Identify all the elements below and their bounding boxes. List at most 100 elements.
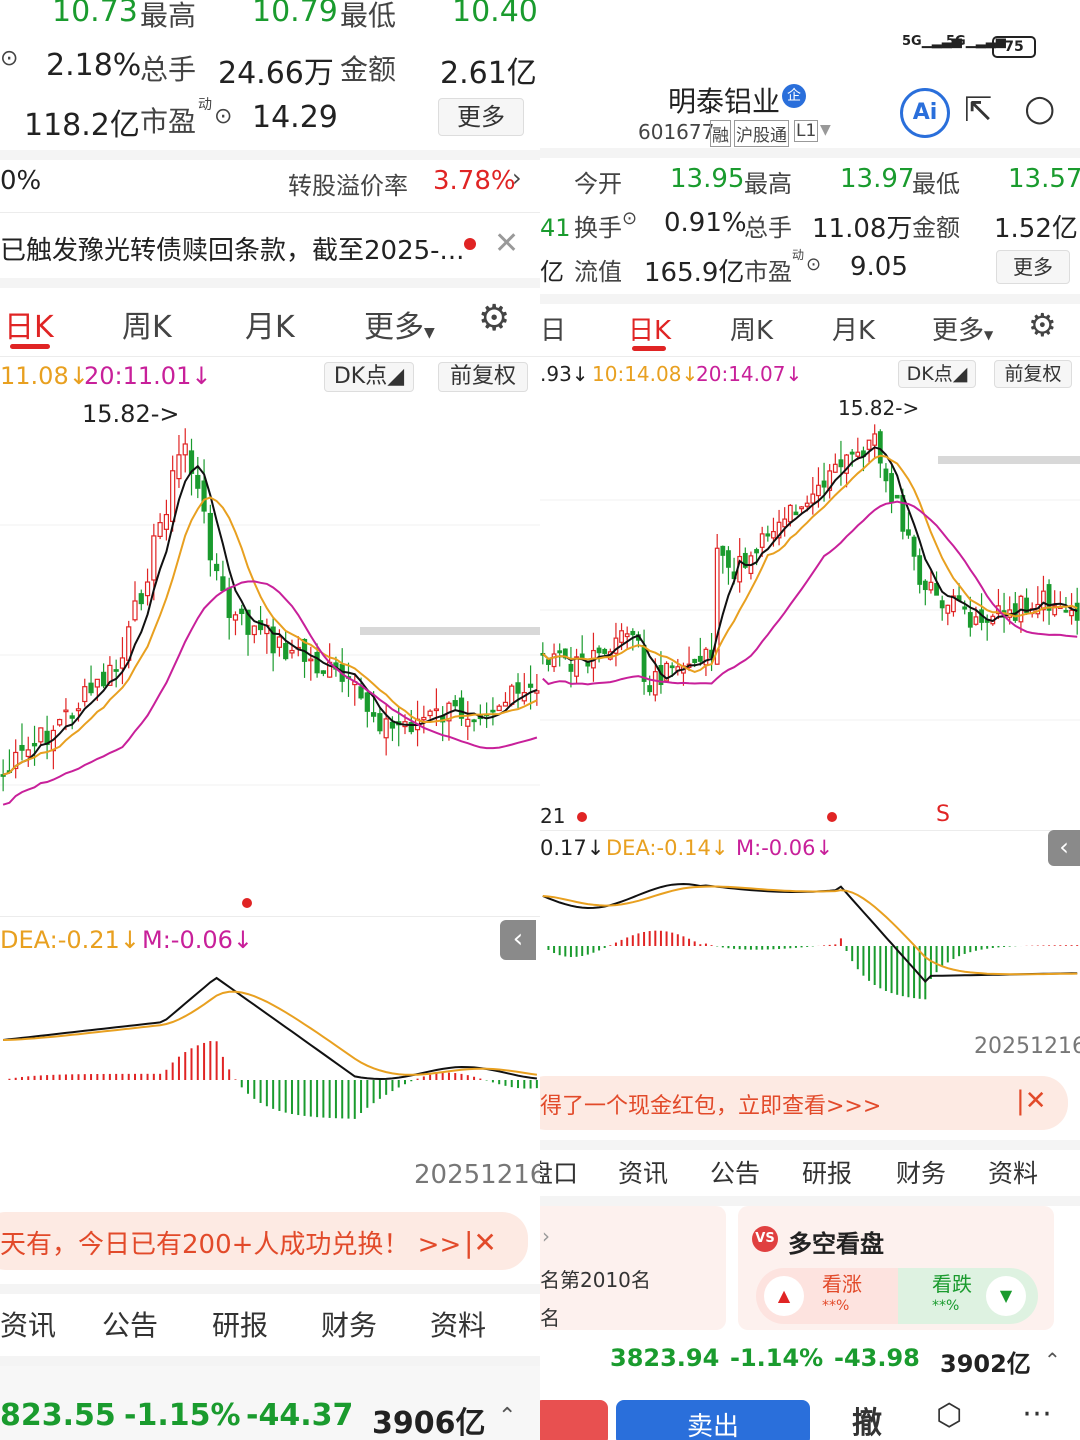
settings-gear-icon[interactable]: ⚙ (478, 298, 511, 339)
candle-body (697, 655, 703, 662)
pe-sup: 动 (198, 97, 212, 113)
candle-body (832, 463, 838, 473)
index-change-r: -43.98 (834, 1344, 920, 1372)
candle-body (939, 600, 945, 609)
info-tab-announcement-r[interactable]: 公告 (710, 1159, 761, 1188)
dropdown-icon[interactable]: ▼ (820, 122, 831, 138)
chevron-up-icon-r[interactable]: ⌃ (1044, 1348, 1061, 1372)
m-value: M:-0.06↓ (142, 926, 253, 954)
candle-body (245, 609, 251, 635)
info-tab-profile[interactable]: 资料 (430, 1309, 487, 1342)
tab-more-r[interactable]: 更多▼ (932, 310, 993, 347)
chevron-right-icon[interactable]: › (512, 164, 522, 192)
buy-button[interactable] (540, 1400, 608, 1440)
stock-name: 明泰铝业 (668, 85, 781, 118)
candle-body (619, 630, 624, 643)
tab-partial[interactable]: 日 (540, 316, 567, 346)
info-tab-research[interactable]: 研报 (212, 1309, 269, 1342)
candle-body (624, 633, 630, 638)
chevron-up-icon[interactable]: ⌃ (498, 1404, 517, 1429)
tab-monthly-k[interactable]: 月K (245, 310, 295, 345)
sell-button[interactable]: 卖出 (616, 1400, 810, 1440)
promo-close-icon[interactable]: |✕ (464, 1226, 497, 1259)
candle-body (214, 563, 220, 572)
high-label: 最高 (140, 0, 197, 32)
info-tab-profile-r[interactable]: 资料 (988, 1159, 1039, 1188)
candle-body (771, 530, 776, 539)
more-button[interactable]: 更多 (438, 98, 524, 136)
ma10-line (542, 454, 1078, 673)
candle-body (490, 709, 496, 713)
tab-monthly-k-r[interactable]: 月K (832, 316, 876, 346)
hexagon-settings-icon[interactable]: ⬡ (936, 1398, 963, 1433)
tab-more-label: 更多 (364, 310, 424, 345)
close-icon[interactable]: ✕ (494, 226, 520, 261)
promo-banner[interactable] (0, 1212, 528, 1270)
vote-title: 多空看盘 (788, 1230, 884, 1258)
candle-body (827, 470, 833, 491)
notice-text[interactable]: 已触发豫光转债赎回条款，截至2025-... (0, 236, 465, 266)
tab-weekly-k-r[interactable]: 周K (730, 316, 774, 346)
rank-card[interactable] (540, 1206, 726, 1330)
level-tag: L1 (794, 120, 819, 142)
search-icon[interactable]: ○ (1024, 88, 1056, 129)
candle-body (765, 533, 771, 537)
collapse-arrow-icon[interactable]: ‹ (500, 920, 536, 960)
candle-body (754, 549, 759, 554)
adjust-button[interactable]: 前复权 (438, 362, 528, 392)
cancel-order-button[interactable]: 撤 (852, 1406, 882, 1440)
low-label-r: 最低 (912, 170, 960, 198)
arrow-up-icon: ▲ (764, 1276, 804, 1316)
more-button-r[interactable]: 更多 (996, 250, 1070, 284)
info-tab-research-r[interactable]: 研报 (802, 1159, 853, 1188)
adjust-button-r[interactable]: 前复权 (994, 360, 1072, 388)
info-icon[interactable]: ⊙ (0, 46, 19, 71)
candle-body (239, 608, 245, 615)
candle-body (934, 583, 939, 596)
notice-dot (464, 238, 476, 250)
index-amount: 3906亿 (372, 1406, 486, 1440)
candle-body (138, 593, 144, 605)
info-tab-news-r[interactable]: 资讯 (618, 1159, 669, 1188)
candle-body (207, 512, 213, 561)
high-label-r: 最高 (744, 170, 792, 198)
index-bar-r[interactable] (540, 1330, 1080, 1386)
rank-chevron-icon[interactable]: › (542, 1224, 550, 1248)
collapse-arrow-icon-r[interactable]: ‹ (1048, 830, 1080, 866)
info-tab-quote-r[interactable]: 盘口 (540, 1159, 579, 1188)
pe-info-icon-r[interactable]: ⊙ (806, 254, 822, 275)
candle-body (358, 686, 364, 699)
kline-chart[interactable] (0, 395, 540, 915)
tab-more[interactable]: 更多▼ (364, 302, 435, 346)
candle-body (776, 521, 782, 539)
tab-underline (10, 344, 50, 349)
candle-body (527, 683, 534, 688)
promo-close-icon-r[interactable]: |✕ (1016, 1086, 1047, 1116)
tab-daily-k[interactable]: 日K (4, 310, 54, 345)
ma10-line (2, 496, 538, 776)
pe-info-icon[interactable]: ⊙ (214, 104, 233, 129)
candle-body (107, 664, 113, 686)
info-tab-news[interactable]: 资讯 (0, 1309, 57, 1342)
tab-weekly-k[interactable]: 周K (122, 310, 172, 345)
dk-button[interactable]: DK点◢ (324, 362, 414, 392)
turnover-info-icon[interactable]: ⊙ (622, 208, 638, 229)
index-bar[interactable] (0, 1366, 540, 1440)
info-tab-finance[interactable]: 财务 (321, 1309, 378, 1342)
candle-body (31, 742, 38, 747)
high-value: 10.79 (252, 0, 338, 29)
info-tab-finance-r[interactable]: 财务 (896, 1159, 947, 1188)
dk-button-r[interactable]: DK点◢ (898, 360, 976, 388)
share-icon[interactable]: ⇱ (964, 90, 993, 130)
candle-body (364, 692, 370, 712)
ai-icon[interactable]: Ai (900, 88, 950, 138)
candle-body (88, 682, 94, 694)
more-dots-icon[interactable]: ⋯ (1022, 1396, 1052, 1431)
settings-gear-icon-r[interactable]: ⚙ (1028, 306, 1057, 344)
kline-chart-r[interactable] (540, 390, 1080, 830)
promo-banner-r[interactable] (540, 1076, 1068, 1130)
promo-text[interactable]: 天有，今日已有200+人成功兑换！ >> (0, 1230, 462, 1260)
promo-text-r[interactable]: 得了一个现金红包，立即查看>>> (540, 1094, 882, 1119)
tab-daily-k-r[interactable]: 日K (628, 316, 672, 346)
info-tab-announcement[interactable]: 公告 (102, 1309, 159, 1342)
